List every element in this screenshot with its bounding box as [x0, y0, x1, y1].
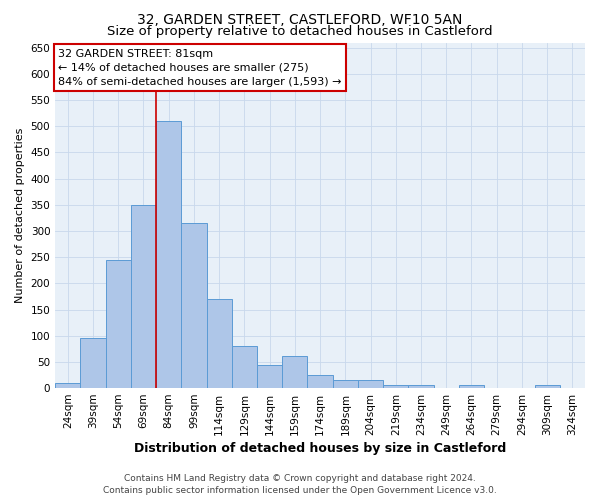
Bar	[206, 299, 232, 388]
Bar	[307, 375, 332, 388]
Y-axis label: Number of detached properties: Number of detached properties	[15, 128, 25, 303]
Bar	[55, 383, 80, 388]
Bar	[156, 121, 181, 388]
X-axis label: Distribution of detached houses by size in Castleford: Distribution of detached houses by size …	[134, 442, 506, 455]
Bar	[106, 260, 131, 388]
Text: Size of property relative to detached houses in Castleford: Size of property relative to detached ho…	[107, 25, 493, 38]
Text: 32, GARDEN STREET, CASTLEFORD, WF10 5AN: 32, GARDEN STREET, CASTLEFORD, WF10 5AN	[137, 12, 463, 26]
Bar	[181, 223, 206, 388]
Bar	[358, 380, 383, 388]
Bar	[383, 386, 409, 388]
Bar	[131, 205, 156, 388]
Bar	[459, 386, 484, 388]
Bar	[332, 380, 358, 388]
Bar	[409, 386, 434, 388]
Bar	[232, 346, 257, 388]
Text: Contains HM Land Registry data © Crown copyright and database right 2024.
Contai: Contains HM Land Registry data © Crown c…	[103, 474, 497, 495]
Text: 32 GARDEN STREET: 81sqm
← 14% of detached houses are smaller (275)
84% of semi-d: 32 GARDEN STREET: 81sqm ← 14% of detache…	[58, 49, 341, 87]
Bar	[535, 386, 560, 388]
Bar	[80, 338, 106, 388]
Bar	[282, 356, 307, 388]
Bar	[257, 364, 282, 388]
